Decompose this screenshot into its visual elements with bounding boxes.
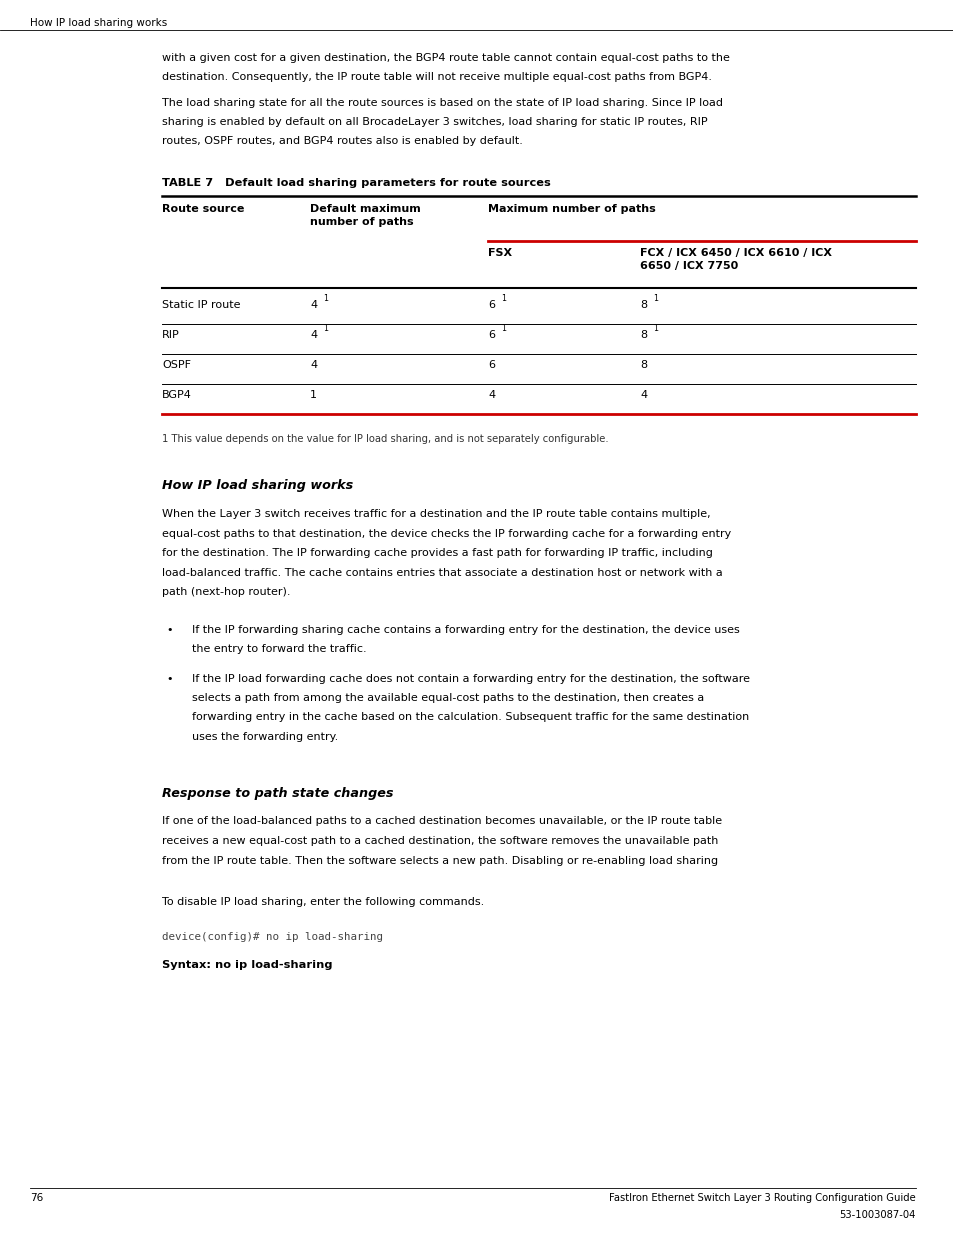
Text: 1: 1 bbox=[500, 294, 505, 303]
Text: FastIron Ethernet Switch Layer 3 Routing Configuration Guide: FastIron Ethernet Switch Layer 3 Routing… bbox=[609, 1193, 915, 1203]
Text: •: • bbox=[166, 625, 172, 635]
Text: 76: 76 bbox=[30, 1193, 43, 1203]
Text: from the IP route table. Then the software selects a new path. Disabling or re-e: from the IP route table. Then the softwa… bbox=[162, 856, 718, 866]
Text: 8: 8 bbox=[639, 330, 646, 340]
Text: destination. Consequently, the IP route table will not receive multiple equal-co: destination. Consequently, the IP route … bbox=[162, 73, 711, 83]
Text: sharing is enabled by default on all BrocadeLayer 3 switches, load sharing for s: sharing is enabled by default on all Bro… bbox=[162, 117, 707, 127]
Text: The load sharing state for all the route sources is based on the state of IP loa: The load sharing state for all the route… bbox=[162, 98, 722, 107]
Text: 4: 4 bbox=[310, 330, 316, 340]
Text: 6: 6 bbox=[488, 300, 495, 310]
Text: 6: 6 bbox=[488, 359, 495, 370]
Text: the entry to forward the traffic.: the entry to forward the traffic. bbox=[192, 643, 366, 655]
Text: BGP4: BGP4 bbox=[162, 390, 192, 400]
Text: 4: 4 bbox=[639, 390, 646, 400]
Text: 8: 8 bbox=[639, 359, 646, 370]
Text: When the Layer 3 switch receives traffic for a destination and the IP route tabl: When the Layer 3 switch receives traffic… bbox=[162, 509, 710, 519]
Text: forwarding entry in the cache based on the calculation. Subsequent traffic for t: forwarding entry in the cache based on t… bbox=[192, 713, 748, 722]
Text: RIP: RIP bbox=[162, 330, 179, 340]
Text: 1: 1 bbox=[323, 324, 328, 333]
Text: 4: 4 bbox=[488, 390, 495, 400]
Text: •: • bbox=[166, 673, 172, 683]
Text: 6: 6 bbox=[488, 330, 495, 340]
Text: How IP load sharing works: How IP load sharing works bbox=[30, 19, 167, 28]
Text: load-balanced traffic. The cache contains entries that associate a destination h: load-balanced traffic. The cache contain… bbox=[162, 568, 722, 578]
Text: 1: 1 bbox=[310, 390, 316, 400]
Text: FCX / ICX 6450 / ICX 6610 / ICX
6650 / ICX 7750: FCX / ICX 6450 / ICX 6610 / ICX 6650 / I… bbox=[639, 248, 831, 270]
Text: Route source: Route source bbox=[162, 204, 244, 214]
Text: 1: 1 bbox=[323, 294, 328, 303]
Text: equal-cost paths to that destination, the device checks the IP forwarding cache : equal-cost paths to that destination, th… bbox=[162, 529, 731, 538]
Text: 1 This value depends on the value for IP load sharing, and is not separately con: 1 This value depends on the value for IP… bbox=[162, 433, 608, 445]
Text: Response to path state changes: Response to path state changes bbox=[162, 787, 393, 799]
Text: routes, OSPF routes, and BGP4 routes also is enabled by default.: routes, OSPF routes, and BGP4 routes als… bbox=[162, 137, 522, 147]
Text: To disable IP load sharing, enter the following commands.: To disable IP load sharing, enter the fo… bbox=[162, 897, 484, 906]
Text: 8: 8 bbox=[639, 300, 646, 310]
Text: Static IP route: Static IP route bbox=[162, 300, 240, 310]
Text: TABLE 7   Default load sharing parameters for route sources: TABLE 7 Default load sharing parameters … bbox=[162, 178, 550, 188]
Text: path (next-hop router).: path (next-hop router). bbox=[162, 587, 291, 597]
Text: 1: 1 bbox=[652, 294, 658, 303]
Text: receives a new equal-cost path to a cached destination, the software removes the: receives a new equal-cost path to a cach… bbox=[162, 836, 718, 846]
Text: If the IP forwarding sharing cache contains a forwarding entry for the destinati: If the IP forwarding sharing cache conta… bbox=[192, 625, 739, 635]
Text: 1: 1 bbox=[652, 324, 658, 333]
Text: 4: 4 bbox=[310, 359, 316, 370]
Text: for the destination. The IP forwarding cache provides a fast path for forwarding: for the destination. The IP forwarding c… bbox=[162, 548, 712, 558]
Text: uses the forwarding entry.: uses the forwarding entry. bbox=[192, 732, 338, 742]
Text: How IP load sharing works: How IP load sharing works bbox=[162, 479, 353, 492]
Text: selects a path from among the available equal-cost paths to the destination, the: selects a path from among the available … bbox=[192, 693, 703, 703]
Text: Maximum number of paths: Maximum number of paths bbox=[488, 204, 655, 214]
Text: 4: 4 bbox=[310, 300, 316, 310]
Text: FSX: FSX bbox=[488, 248, 512, 258]
Text: with a given cost for a given destination, the BGP4 route table cannot contain e: with a given cost for a given destinatio… bbox=[162, 53, 729, 63]
Text: Default maximum
number of paths: Default maximum number of paths bbox=[310, 204, 420, 227]
Text: 1: 1 bbox=[500, 324, 505, 333]
Text: OSPF: OSPF bbox=[162, 359, 191, 370]
Text: 53-1003087-04: 53-1003087-04 bbox=[839, 1209, 915, 1220]
Text: If the IP load forwarding cache does not contain a forwarding entry for the dest: If the IP load forwarding cache does not… bbox=[192, 673, 749, 683]
Text: Syntax: no ip load-sharing: Syntax: no ip load-sharing bbox=[162, 960, 333, 969]
Text: If one of the load-balanced paths to a cached destination becomes unavailable, o: If one of the load-balanced paths to a c… bbox=[162, 816, 721, 826]
Text: device(config)# no ip load-sharing: device(config)# no ip load-sharing bbox=[162, 932, 382, 942]
